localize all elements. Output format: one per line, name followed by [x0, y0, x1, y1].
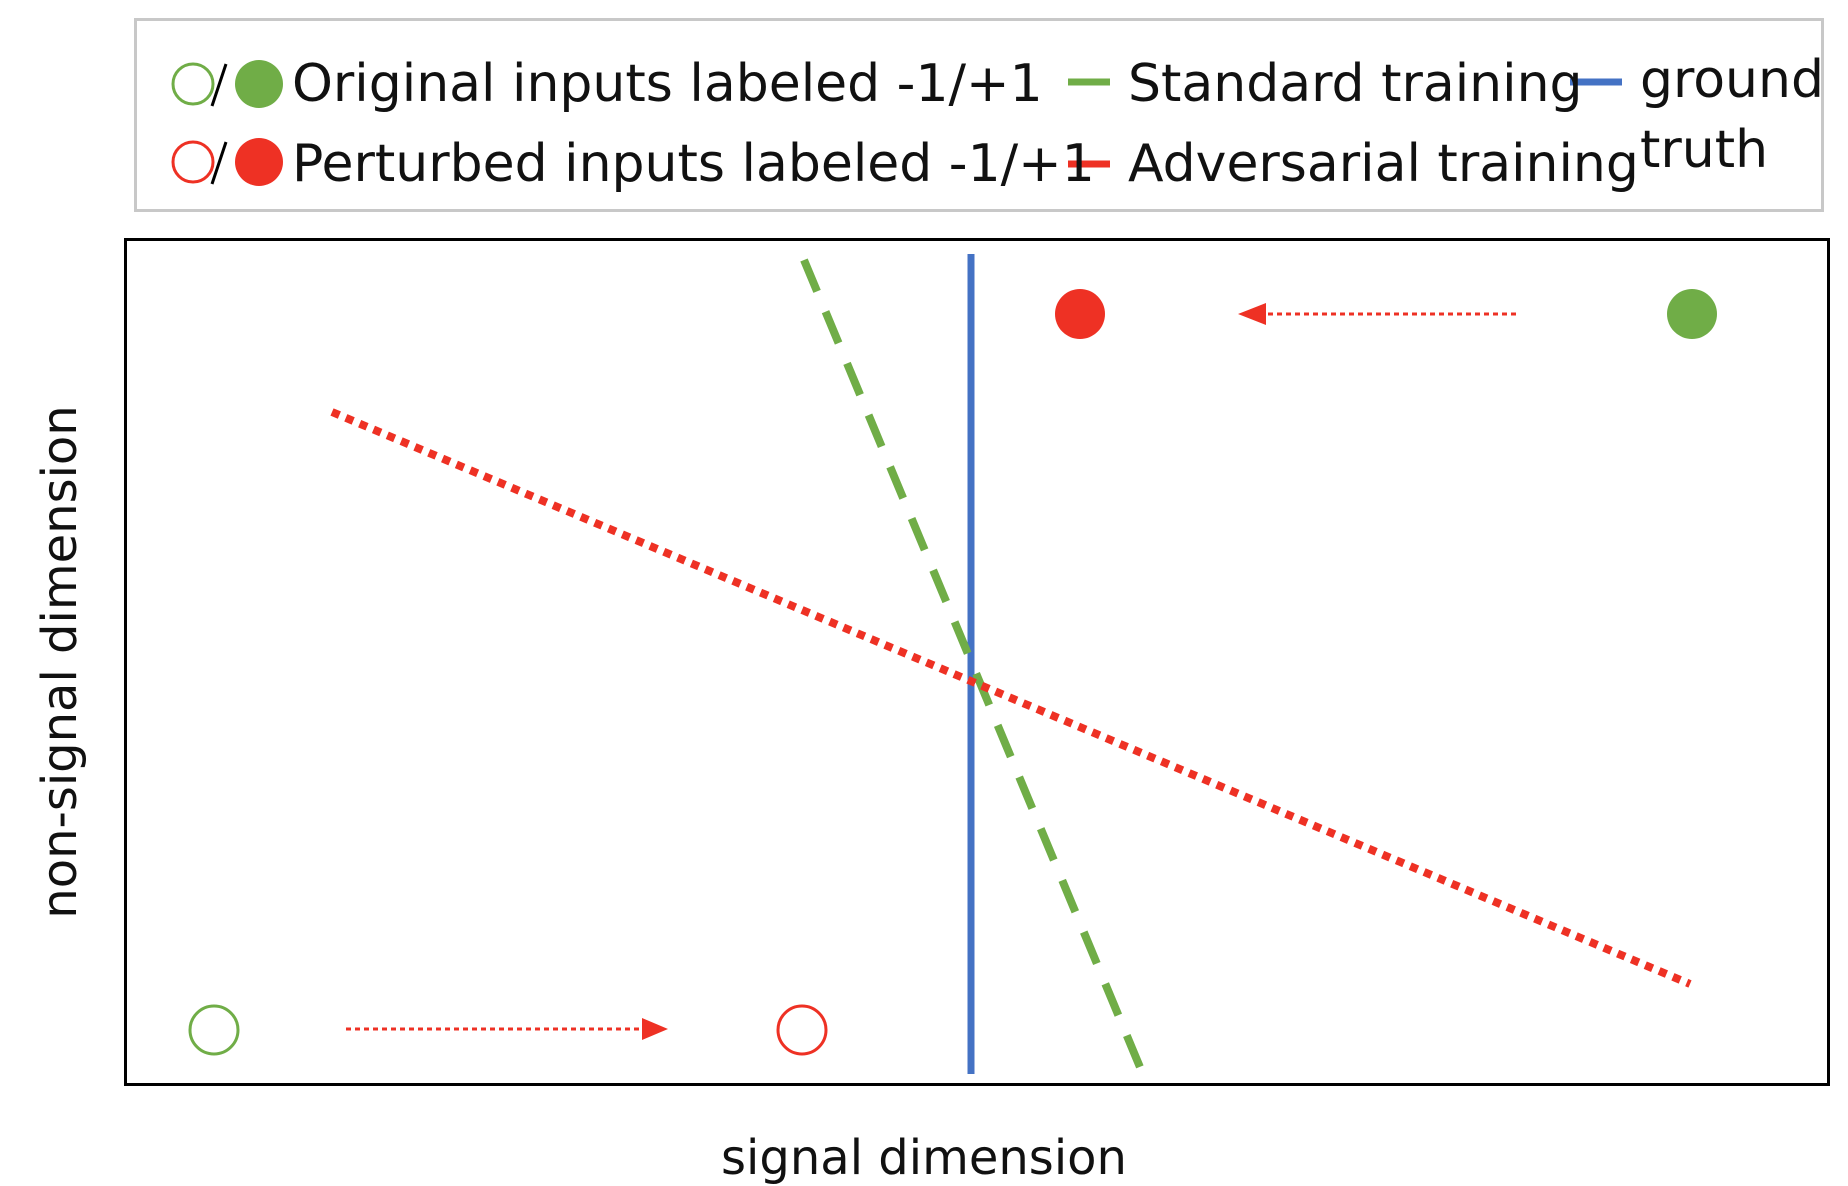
legend-original-positive-marker [235, 60, 283, 108]
perturbation-arrow-positive-head [1238, 303, 1266, 325]
original-positive-point [1667, 289, 1717, 339]
standard-training-line [800, 258, 1146, 1074]
perturbation-arrow-negative-head [642, 1018, 668, 1040]
legend-perturbed-positive-marker [235, 138, 283, 186]
legend-original-inputs-label: Original inputs labeled -1/+1 [292, 54, 1043, 114]
x-axis-label: signal dimension [721, 1130, 1127, 1186]
legend-standard-training-label: Standard training [1128, 54, 1583, 114]
perturbed-positive-point [1055, 289, 1105, 339]
plot-frame [124, 238, 1830, 1086]
legend-original-negative-marker [171, 62, 215, 106]
legend-adversarial-training-label: Adversarial training [1128, 134, 1639, 194]
legend-slash-perturbed [210, 141, 228, 185]
legend-perturbed-inputs-label: Perturbed inputs labeled -1/+1 [292, 134, 1095, 194]
perturbed-negative-point [776, 1004, 828, 1056]
adversarial-training-line [330, 408, 1692, 988]
legend [134, 18, 1824, 212]
legend-slash-original [210, 63, 228, 107]
legend-ground-truth-label-line1: ground [1640, 50, 1824, 110]
original-negative-point [188, 1004, 240, 1056]
legend-perturbed-negative-marker [171, 140, 215, 184]
y-axis-label: non-signal dimension [32, 405, 88, 919]
legend-ground-truth-label-line2: truth [1640, 120, 1769, 180]
